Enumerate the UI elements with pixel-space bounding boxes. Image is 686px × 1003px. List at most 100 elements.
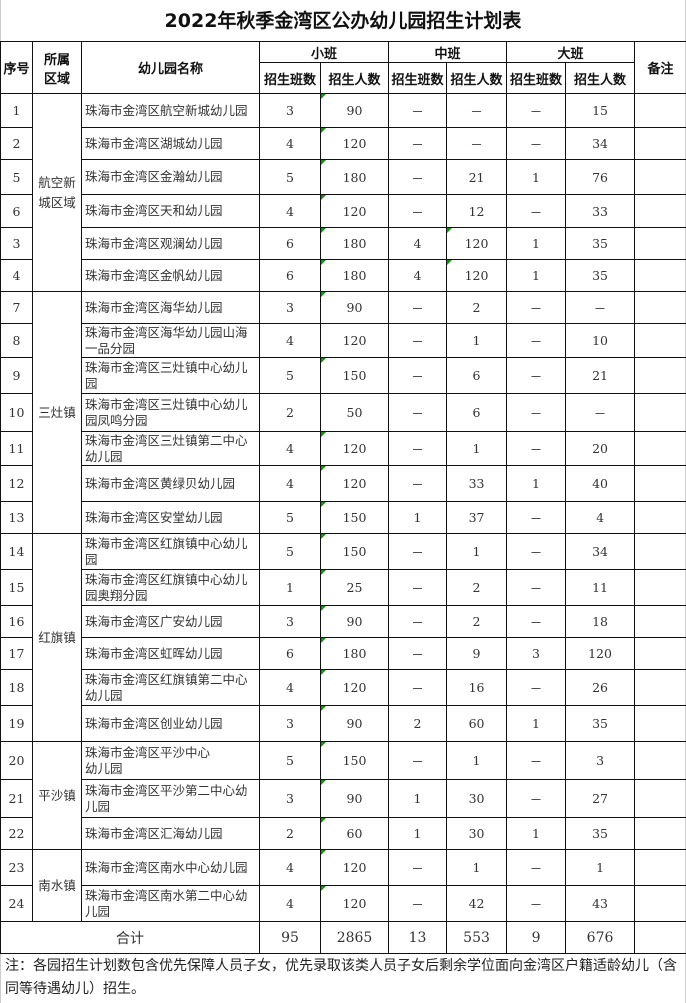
remark-cell: [634, 357, 686, 394]
large-students-cell: －: [565, 393, 636, 432]
large-classes-cell: －: [506, 605, 567, 638]
small-students-cell: 150: [319, 741, 390, 780]
middle-students-cell: 120: [446, 227, 508, 260]
seq-cell: 24: [0, 885, 33, 922]
large-classes-cell: －: [506, 194, 567, 228]
small-students-cell: 60: [319, 817, 390, 850]
area-cell: 平沙镇: [32, 741, 82, 850]
large-students-cell: 11: [565, 569, 636, 606]
small-classes-cell: 2: [259, 393, 321, 432]
small-classes-cell: 4: [259, 431, 321, 466]
middle-students-cell: －: [446, 127, 508, 160]
middle-classes-cell: －: [388, 849, 448, 886]
seq-cell: 14: [0, 533, 33, 570]
table-row: 3 珠海市金湾区观澜幼儿园 6 180 4 120 1 35: [0, 227, 686, 260]
middle-classes-cell: 1: [388, 779, 448, 818]
large-students-cell: 34: [565, 127, 636, 160]
kindergarten-name-cell: 珠海市金湾区红旗镇中心幼儿园: [81, 533, 260, 570]
small-students-cell: 180: [319, 227, 390, 260]
remark-cell: [634, 259, 686, 292]
table-row: 17 珠海市金湾区虹晖幼儿园 6 180 － 9 3 120: [0, 637, 686, 670]
middle-students-cell: 6: [446, 357, 508, 394]
large-classes-cell: 1: [506, 227, 567, 260]
kindergarten-name-cell: 珠海市金湾区湖城幼儿园: [81, 127, 260, 160]
small-students-cell: 120: [319, 885, 390, 922]
remark-cell: [634, 227, 686, 260]
middle-classes-cell: －: [388, 465, 448, 502]
seq-cell: 5: [0, 159, 33, 195]
large-classes-cell: －: [506, 569, 567, 606]
small-students-cell: 90: [319, 605, 390, 638]
small-classes-cell: 5: [259, 159, 321, 195]
small-classes-cell: 3: [259, 779, 321, 818]
small-classes-cell: 5: [259, 533, 321, 570]
header-large: 大班: [506, 41, 636, 63]
small-classes-cell: 3: [259, 93, 321, 128]
large-students-cell: 120: [565, 637, 636, 670]
seq-cell: 4: [0, 259, 33, 292]
table-row: 7 三灶镇 珠海市金湾区海华幼儿园 3 90 － 2 －－: [0, 291, 686, 534]
total-lc-cell: 9: [506, 921, 567, 954]
table-row: 6 珠海市金湾区天和幼儿园 4 120 － 12 － 33: [0, 194, 686, 228]
table-row: 20 平沙镇 珠海市金湾区平沙中心 幼儿园 5 150 － 1 － 3: [0, 741, 686, 850]
large-students-cell: 35: [565, 817, 636, 850]
table-row: 18 珠海市金湾区红旗镇第二中心幼儿园 4 120 － 16 － 26: [0, 669, 686, 706]
large-students-cell: 1: [565, 849, 636, 886]
seq-cell: 2: [0, 127, 33, 160]
middle-students-cell: 120: [446, 259, 508, 292]
remark-cell: [634, 159, 686, 195]
small-classes-cell: 6: [259, 259, 321, 292]
large-students-cell: 33: [565, 194, 636, 228]
total-row: 合计 95 2865 13 553 9 676: [0, 921, 686, 954]
small-students-cell: 150: [319, 533, 390, 570]
small-students-cell: 120: [319, 849, 390, 886]
kindergarten-name-cell: 珠海市金湾区海华幼儿园: [81, 291, 260, 324]
seq-cell: 16: [0, 605, 33, 638]
large-classes-cell: －: [506, 849, 567, 886]
middle-students-cell: 1: [446, 849, 508, 886]
small-students-cell: 90: [319, 779, 390, 818]
small-classes-cell: 6: [259, 227, 321, 260]
total-label: 合计: [0, 921, 260, 954]
small-students-cell: 120: [319, 669, 390, 706]
kindergarten-name-cell: 珠海市金湾区三灶镇第二中心幼儿园: [81, 431, 260, 466]
header-seq: 序号: [0, 41, 33, 94]
middle-classes-cell: －: [388, 669, 448, 706]
middle-students-cell: 9: [446, 637, 508, 670]
small-classes-cell: 5: [259, 741, 321, 780]
large-students-cell: －: [565, 291, 636, 324]
remark-cell: [634, 885, 686, 922]
total-sc-cell: 95: [259, 921, 321, 954]
kindergarten-name-cell: 珠海市金湾区航空新城幼儿园: [81, 93, 260, 128]
seq-cell: 11: [0, 431, 33, 466]
kindergarten-name-cell: 珠海市金湾区平沙第二中心幼儿园: [81, 779, 260, 818]
total-ss-cell: 2865: [319, 921, 390, 954]
middle-students-cell: 6: [446, 393, 508, 432]
seq-cell: 13: [0, 501, 33, 534]
small-classes-cell: 4: [259, 849, 321, 886]
large-students-cell: 43: [565, 885, 636, 922]
middle-students-cell: 30: [446, 817, 508, 850]
small-classes-cell: 1: [259, 569, 321, 606]
kindergarten-name-cell: 珠海市金湾区黄绿贝幼儿园: [81, 465, 260, 502]
large-students-cell: 26: [565, 669, 636, 706]
small-students-cell: 90: [319, 291, 390, 324]
large-classes-cell: －: [506, 393, 567, 432]
large-students-cell: 27: [565, 779, 636, 818]
remark-cell: [634, 501, 686, 534]
large-classes-cell: －: [506, 357, 567, 394]
remark-cell: [634, 194, 686, 228]
kindergarten-name-cell: 珠海市金湾区观澜幼儿园: [81, 227, 260, 260]
middle-students-cell: 1: [446, 431, 508, 466]
table-row: 4 珠海市金湾区金帆幼儿园 6 180 4 120 1 35: [0, 259, 686, 292]
header-middle: 中班: [388, 41, 508, 63]
small-students-cell: 25: [319, 569, 390, 606]
large-classes-cell: 1: [506, 159, 567, 195]
footnote: 注：各园招生计划数包含优先保障人员子女，优先录取该类人员子女后剩余学位面向金湾区…: [5, 958, 677, 997]
remark-cell: [634, 533, 686, 570]
remark-cell: [634, 705, 686, 742]
middle-classes-cell: －: [388, 323, 448, 358]
header-large-classes: 招生班数: [506, 62, 567, 94]
large-students-cell: 4: [565, 501, 636, 534]
